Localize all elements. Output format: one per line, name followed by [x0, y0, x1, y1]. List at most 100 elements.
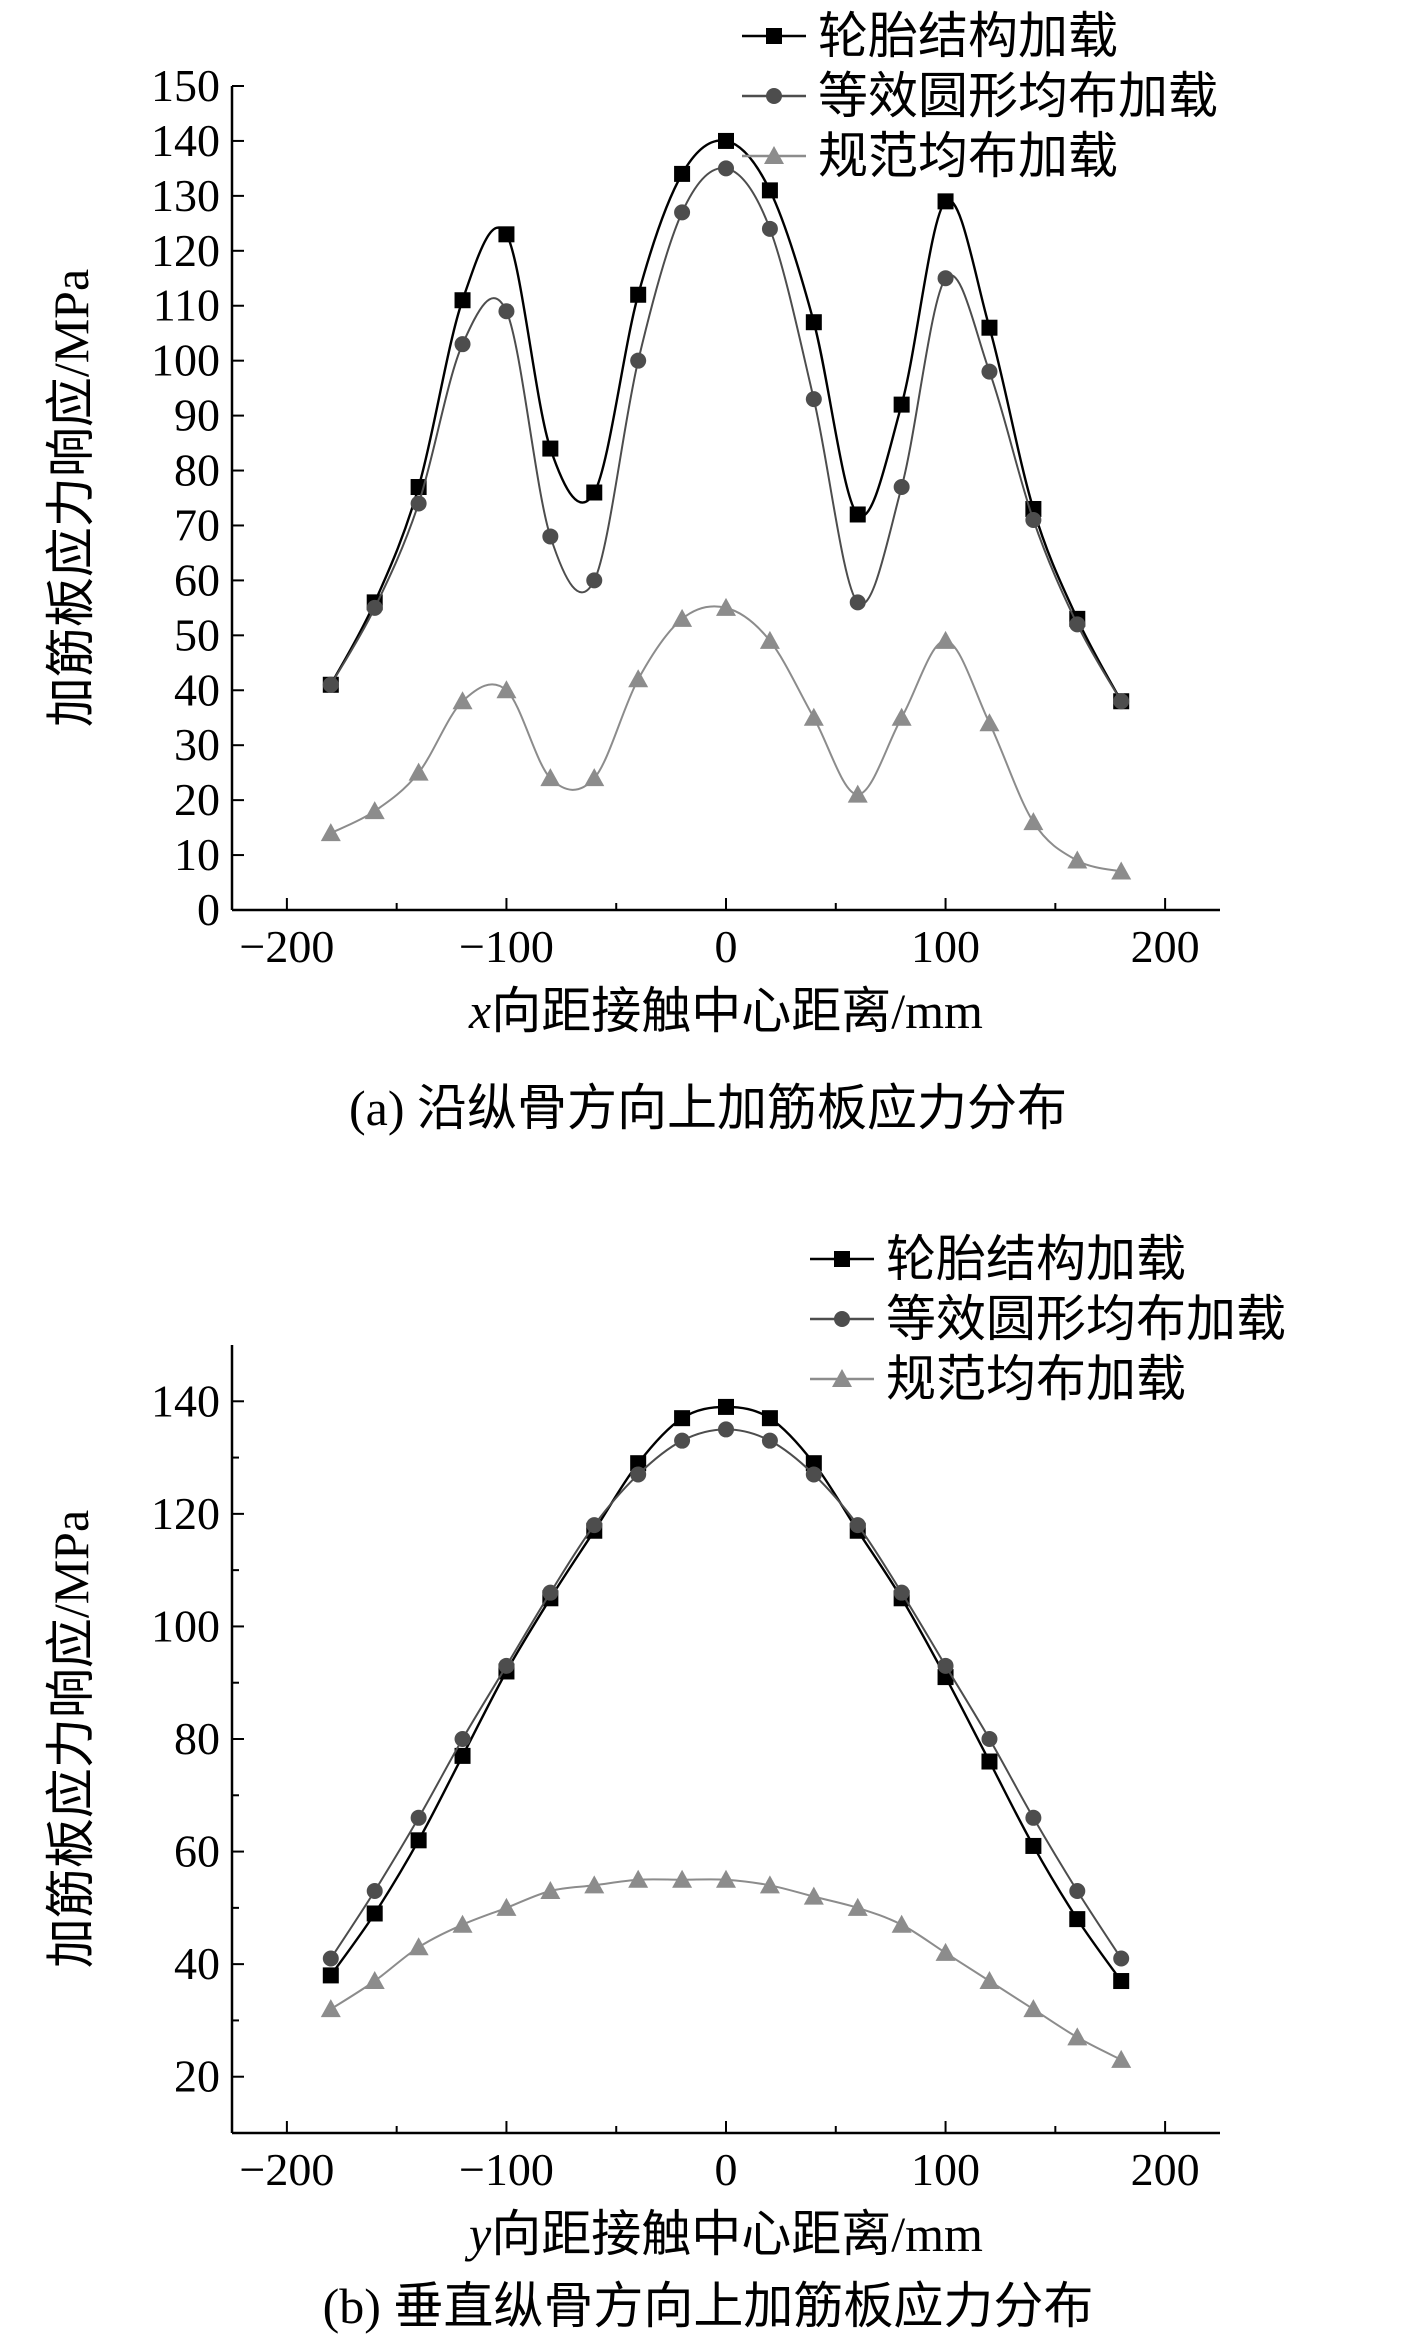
x-axis-title: x向距接触中心距离/mm [468, 983, 983, 1039]
data-point [1025, 1837, 1042, 1854]
data-point [674, 1410, 691, 1427]
data-point [540, 768, 561, 787]
data-point [893, 396, 910, 413]
data-point [542, 440, 559, 457]
y-tick-label: 20 [174, 2051, 220, 2102]
data-point [1111, 2049, 1132, 2068]
y-tick-label: 20 [174, 774, 220, 825]
data-point [674, 165, 691, 182]
data-point [761, 220, 778, 237]
figure-caption: (b) 垂直纵骨方向上加筋板应力分布 [323, 2278, 1094, 2334]
data-point [718, 160, 734, 177]
data-point [586, 572, 603, 589]
x-tick-label: 0 [715, 921, 738, 972]
y-tick-label: 130 [151, 170, 220, 221]
series-line [329, 139, 1123, 702]
x-tick-label: 200 [1131, 921, 1200, 972]
data-point [805, 314, 822, 331]
x-tick-label: −200 [239, 921, 334, 972]
data-point [498, 303, 515, 320]
data-point [410, 1809, 427, 1826]
data-point [937, 270, 954, 287]
data-point [1023, 1999, 1044, 2018]
chart-panel-b: 20 40 60 80 100 120 140 −200 −100 0 100 200 y向距接触中心距… [0, 1173, 1417, 2346]
x-tick-label: 0 [715, 2144, 738, 2195]
y-tick-label: 120 [151, 225, 220, 276]
data-point [891, 707, 912, 726]
y-tick-label: 60 [174, 1826, 220, 1877]
data-point [1113, 1950, 1130, 1967]
series-line [330, 1878, 1122, 2061]
x-tick-label: −200 [239, 2144, 334, 2195]
y-tick-label: 90 [174, 390, 220, 441]
data-point [1067, 2027, 1088, 2046]
data-point [674, 204, 691, 221]
data-point [849, 594, 866, 611]
y-tick-label: 80 [174, 445, 220, 496]
data-point [586, 484, 603, 501]
data-point [761, 1432, 778, 1449]
y-tick-label: 150 [151, 60, 220, 111]
data-point [1069, 1911, 1086, 1928]
series-3 [320, 597, 1132, 880]
legend-marker [834, 1311, 850, 1327]
data-point [981, 319, 998, 336]
data-point [322, 676, 339, 693]
data-point [584, 1875, 605, 1894]
legend-label: 规范均布加载 [818, 128, 1118, 184]
y-tick-label: 0 [197, 884, 220, 935]
data-point [718, 1421, 734, 1438]
y-tick-label: 50 [174, 609, 220, 660]
data-point [322, 1950, 339, 1967]
data-point [981, 1731, 998, 1747]
data-point [410, 1832, 427, 1849]
data-point [628, 1869, 649, 1888]
y-tick-label: 120 [151, 1488, 220, 1539]
data-point [1113, 693, 1130, 710]
data-point [893, 479, 910, 496]
data-point [322, 1967, 339, 1984]
legend-marker [834, 1251, 850, 1267]
data-point [454, 292, 471, 309]
data-point [454, 1747, 471, 1764]
data-point [672, 608, 693, 627]
data-point [630, 1455, 647, 1472]
x-axis-title-text: 向距接触中心距离/mm [491, 983, 983, 1039]
data-point [935, 630, 956, 649]
data-point [935, 1942, 956, 1961]
data-point [759, 630, 780, 649]
data-point [891, 1914, 912, 1933]
y-tick-label: 100 [151, 1600, 220, 1651]
data-point [761, 1410, 778, 1427]
chart-b-svg: 20 40 60 80 100 120 140 −200 −100 0 100 200 y向距接触中心距… [43, 1231, 1286, 2334]
data-point [718, 1398, 734, 1415]
data-point [408, 762, 429, 781]
data-point [454, 1731, 471, 1747]
data-point [452, 691, 473, 710]
data-point [937, 1657, 954, 1674]
data-point [320, 1999, 341, 2018]
data-point [803, 1886, 824, 1905]
series-line [329, 1405, 1123, 1982]
data-point [849, 506, 866, 523]
data-point [496, 1897, 517, 1916]
data-point [1069, 616, 1086, 633]
data-point [584, 768, 605, 787]
data-point [893, 1584, 910, 1601]
data-point [761, 182, 778, 199]
legend-marker [766, 88, 782, 104]
data-point [805, 1455, 822, 1472]
legend-label: 轮胎结构加载 [818, 8, 1118, 64]
data-point [366, 599, 383, 616]
legend-label: 等效圆形均布加载 [886, 1291, 1286, 1347]
data-point [979, 1971, 1000, 1990]
y-tick-label: 40 [174, 1938, 220, 1989]
data-point [847, 784, 868, 803]
x-tick-label: −100 [459, 921, 554, 972]
data-point [320, 823, 341, 842]
data-point [1069, 1882, 1086, 1899]
data-point [498, 226, 515, 243]
data-point [366, 1882, 383, 1899]
chart-a-svg: 0102030405060708090100110120130140150−20… [43, 8, 1220, 1136]
